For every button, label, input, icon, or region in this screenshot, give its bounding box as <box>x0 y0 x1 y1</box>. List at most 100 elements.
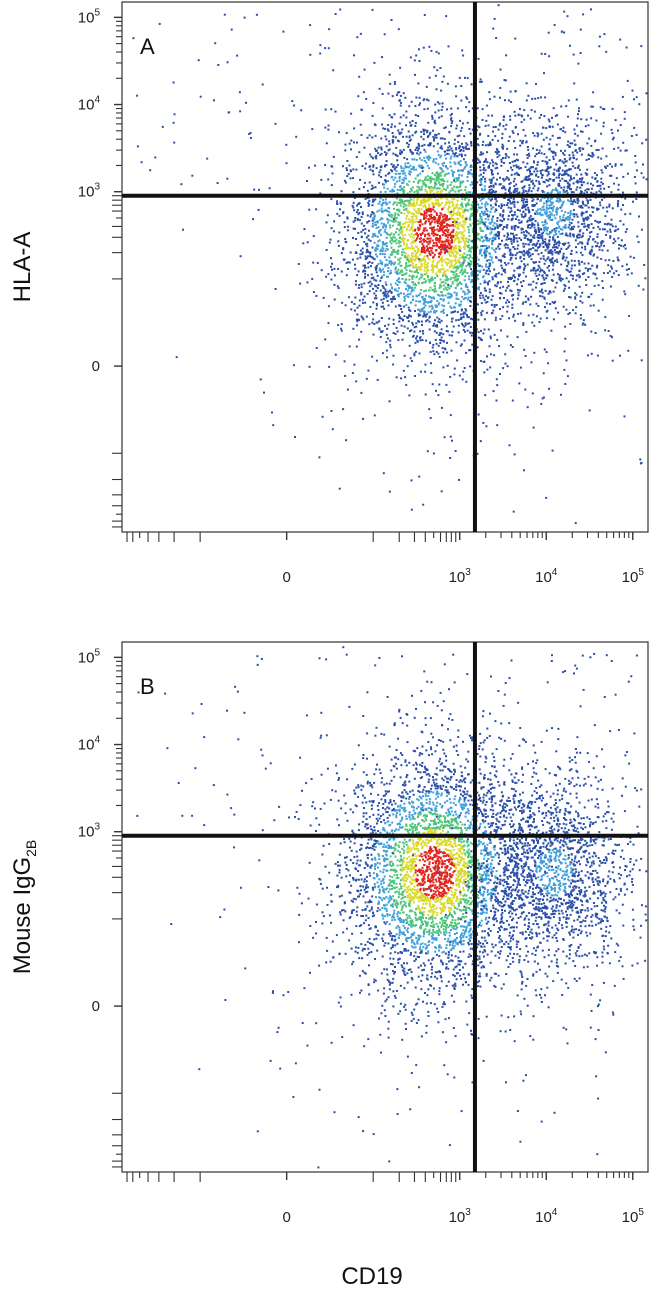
event-dot <box>420 188 423 191</box>
event-dot <box>433 297 435 300</box>
event-dot <box>477 223 480 226</box>
event-dot <box>482 168 485 171</box>
event-dot <box>465 380 468 383</box>
event-dot <box>429 191 432 194</box>
event-dot <box>419 233 422 236</box>
event-dot <box>496 219 499 222</box>
event-dot <box>558 185 561 188</box>
event-dot <box>464 189 467 192</box>
event-dot <box>530 190 533 193</box>
event-dot <box>523 348 526 351</box>
event-dot <box>369 251 372 254</box>
event-dot <box>518 267 521 270</box>
event-dot <box>459 254 462 257</box>
event-dot <box>551 207 554 210</box>
event-dot <box>388 490 391 493</box>
event-dot <box>352 220 355 223</box>
event-dot <box>595 191 598 194</box>
event-dot <box>444 279 447 282</box>
event-dot <box>424 129 427 132</box>
event-dot <box>532 247 535 249</box>
event-dot <box>545 211 548 214</box>
event-dot <box>594 272 597 275</box>
event-dot <box>387 304 390 307</box>
event-dot <box>484 248 487 251</box>
event-dot <box>409 309 412 312</box>
event-dot <box>524 212 527 215</box>
event-dot <box>563 287 566 290</box>
event-dot <box>548 265 550 267</box>
event-dot <box>509 258 512 261</box>
event-dot <box>593 172 596 175</box>
event-dot <box>548 210 551 213</box>
event-dot <box>391 188 394 191</box>
event-dot <box>589 154 592 157</box>
event-dot <box>421 223 424 226</box>
event-dot <box>424 267 427 270</box>
event-dot <box>379 270 382 273</box>
event-dot <box>481 188 483 191</box>
event-dot <box>459 303 462 306</box>
event-dot <box>552 150 555 153</box>
event-dot <box>625 268 628 271</box>
event-dot <box>427 134 430 137</box>
event-dot <box>585 204 588 207</box>
event-dot <box>517 159 519 162</box>
event-dot <box>642 176 645 179</box>
event-dot <box>613 238 616 241</box>
event-dot <box>512 198 515 201</box>
event-dot <box>455 212 458 215</box>
event-dot <box>353 209 356 212</box>
event-dot <box>517 291 520 294</box>
event-dot <box>496 226 499 229</box>
event-dot <box>424 370 427 373</box>
event-dot <box>436 201 439 204</box>
event-dot <box>546 274 549 277</box>
event-dot <box>525 275 527 278</box>
event-dot <box>438 355 441 358</box>
event-dot <box>405 264 408 267</box>
event-dot <box>389 343 392 346</box>
event-dot <box>483 212 486 215</box>
event-dot <box>439 183 442 186</box>
event-dot <box>398 99 401 102</box>
event-dot <box>383 307 386 310</box>
event-dot <box>551 229 554 232</box>
event-dot <box>484 235 487 238</box>
event-dot <box>545 222 548 225</box>
event-dot <box>396 249 399 252</box>
event-dot <box>532 280 535 283</box>
event-dot <box>407 224 410 227</box>
event-dot <box>461 295 464 298</box>
event-dot <box>465 265 468 268</box>
event-dot <box>409 138 412 141</box>
event-dot <box>395 146 398 149</box>
event-dot <box>368 323 371 326</box>
event-dot <box>471 285 474 288</box>
event-dot <box>418 145 421 148</box>
event-dot <box>424 227 427 230</box>
event-dot <box>410 232 413 235</box>
event-dot <box>413 266 416 269</box>
event-dot <box>433 121 436 124</box>
event-dot <box>361 251 364 254</box>
event-dot <box>489 366 492 369</box>
event-dot <box>365 377 368 380</box>
event-dot <box>424 205 427 207</box>
event-dot <box>596 220 599 223</box>
event-dot <box>397 245 400 248</box>
event-dot <box>565 268 568 271</box>
event-dot <box>477 125 480 128</box>
event-dot <box>460 265 463 268</box>
event-dot <box>402 369 405 372</box>
event-dot <box>431 114 434 117</box>
event-dot <box>479 440 482 443</box>
event-dot <box>476 219 479 222</box>
event-dot <box>371 200 374 203</box>
event-dot <box>523 267 526 270</box>
event-dot <box>376 243 379 246</box>
event-dot <box>533 243 535 246</box>
event-dot <box>492 390 495 393</box>
event-dot <box>426 190 429 193</box>
event-dot <box>623 290 626 293</box>
